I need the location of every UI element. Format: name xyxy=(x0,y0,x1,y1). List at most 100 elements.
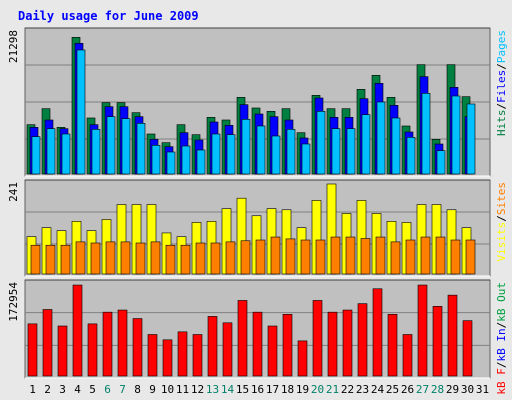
bar-kb-f-day-17 xyxy=(267,325,278,377)
chart-panels: 21298Hits/Files/Pages241Visits/Sites1729… xyxy=(7,27,508,395)
bar-pages-day-3 xyxy=(61,133,71,175)
bar-sites-day-22 xyxy=(345,236,356,275)
legend-item-visits: Visits xyxy=(495,222,508,262)
day-label-19: 19 xyxy=(296,383,309,396)
bar-kb-f-day-29 xyxy=(447,294,458,377)
day-label-20: 20 xyxy=(311,383,324,396)
panel-kb: 172954 kB F/kB In/kB Out xyxy=(7,279,508,395)
bar-sites-day-2 xyxy=(45,244,56,275)
bar-pages-day-4 xyxy=(76,49,86,175)
panel-legend: Hits/Files/Pages xyxy=(495,30,508,136)
bar-pages-day-28 xyxy=(436,150,446,175)
bar-pages-day-7 xyxy=(121,118,131,175)
legend-separator: / xyxy=(495,215,508,222)
bar-pages-day-23 xyxy=(361,114,371,175)
legend-item-kb-out: kB Out xyxy=(495,282,508,322)
bar-pages-day-18 xyxy=(286,129,296,175)
bar-kb-f-day-20 xyxy=(312,300,323,377)
bar-kb-f-day-28 xyxy=(432,306,443,377)
legend-item-files: Files xyxy=(495,70,508,103)
bar-pages-day-5 xyxy=(91,129,101,175)
legend-separator: / xyxy=(495,322,508,329)
bar-sites-day-30 xyxy=(465,239,476,275)
bar-sites-day-26 xyxy=(405,239,416,275)
legend-separator: / xyxy=(495,362,508,369)
day-label-13: 13 xyxy=(206,383,219,396)
bar-pages-day-13 xyxy=(211,133,221,175)
day-label-2: 2 xyxy=(44,383,51,396)
bar-sites-day-5 xyxy=(90,242,101,275)
max-value-label: 21298 xyxy=(7,30,20,63)
bar-pages-day-19 xyxy=(301,143,311,175)
bar-kb-f-day-24 xyxy=(372,288,383,377)
legend-separator: / xyxy=(495,63,508,70)
bar-sites-day-12 xyxy=(195,242,206,275)
bar-sites-day-3 xyxy=(60,244,71,275)
bar-sites-day-18 xyxy=(285,238,296,275)
bar-sites-day-9 xyxy=(150,241,161,275)
day-label-11: 11 xyxy=(176,383,189,396)
bar-kb-f-day-3 xyxy=(57,325,68,377)
bar-kb-f-day-27 xyxy=(417,284,428,377)
bar-sites-day-21 xyxy=(330,236,341,275)
bar-sites-day-19 xyxy=(300,239,311,275)
bar-sites-day-16 xyxy=(255,239,266,275)
bar-sites-day-27 xyxy=(420,236,431,275)
bar-sites-day-11 xyxy=(180,244,191,275)
bar-kb-f-day-21 xyxy=(327,311,338,377)
panel-visits: 241 Visits/Sites xyxy=(7,179,508,277)
day-label-21: 21 xyxy=(326,383,339,396)
day-label-18: 18 xyxy=(281,383,294,396)
day-label-5: 5 xyxy=(89,383,96,396)
bar-pages-day-8 xyxy=(136,123,146,175)
bar-sites-day-8 xyxy=(135,242,146,275)
day-label-22: 22 xyxy=(341,383,354,396)
bar-pages-day-24 xyxy=(376,101,386,175)
legend-item-kb-in: kB In xyxy=(495,328,508,361)
bar-pages-day-20 xyxy=(316,111,326,175)
day-label-12: 12 xyxy=(191,383,204,396)
day-label-10: 10 xyxy=(161,383,174,396)
day-label-31: 31 xyxy=(476,383,489,396)
day-label-7: 7 xyxy=(119,383,126,396)
day-label-3: 3 xyxy=(59,383,66,396)
bar-kb-f-day-5 xyxy=(87,323,98,377)
day-label-17: 17 xyxy=(266,383,279,396)
bar-kb-f-day-9 xyxy=(147,334,158,377)
bar-pages-day-11 xyxy=(181,145,191,175)
bar-pages-day-17 xyxy=(271,135,281,175)
bar-pages-day-27 xyxy=(421,93,431,175)
bar-kb-f-day-15 xyxy=(237,300,248,377)
bar-kb-f-day-19 xyxy=(297,340,308,377)
bar-pages-day-22 xyxy=(346,128,356,175)
chart-title: Daily usage for June 2009 xyxy=(18,9,199,23)
bar-kb-f-day-26 xyxy=(402,334,413,377)
legend-item-sites: Sites xyxy=(495,182,508,215)
panel-legend: kB F/kB In/kB Out xyxy=(495,282,508,395)
day-label-1: 1 xyxy=(29,383,36,396)
bar-sites-day-17 xyxy=(270,236,281,275)
bar-pages-day-2 xyxy=(46,128,56,175)
panel-legend: Visits/Sites xyxy=(495,182,508,262)
bar-sites-day-15 xyxy=(240,240,251,275)
bar-pages-day-1 xyxy=(31,136,41,175)
bar-kb-f-day-16 xyxy=(252,311,263,377)
legend-item-pages: Pages xyxy=(495,30,508,63)
bar-kb-f-day-14 xyxy=(222,322,233,377)
day-label-9: 9 xyxy=(149,383,156,396)
day-label-27: 27 xyxy=(416,383,429,396)
bar-sites-day-20 xyxy=(315,239,326,275)
bar-pages-day-21 xyxy=(331,128,341,175)
bar-sites-day-24 xyxy=(375,236,386,275)
bar-pages-day-10 xyxy=(166,151,176,175)
day-label-28: 28 xyxy=(431,383,444,396)
bar-kb-f-day-11 xyxy=(177,331,188,377)
bar-pages-day-9 xyxy=(151,145,161,175)
legend-item-hits: Hits xyxy=(495,110,508,137)
bar-sites-day-14 xyxy=(225,241,236,275)
day-label-15: 15 xyxy=(236,383,249,396)
max-value-label: 172954 xyxy=(7,282,20,322)
